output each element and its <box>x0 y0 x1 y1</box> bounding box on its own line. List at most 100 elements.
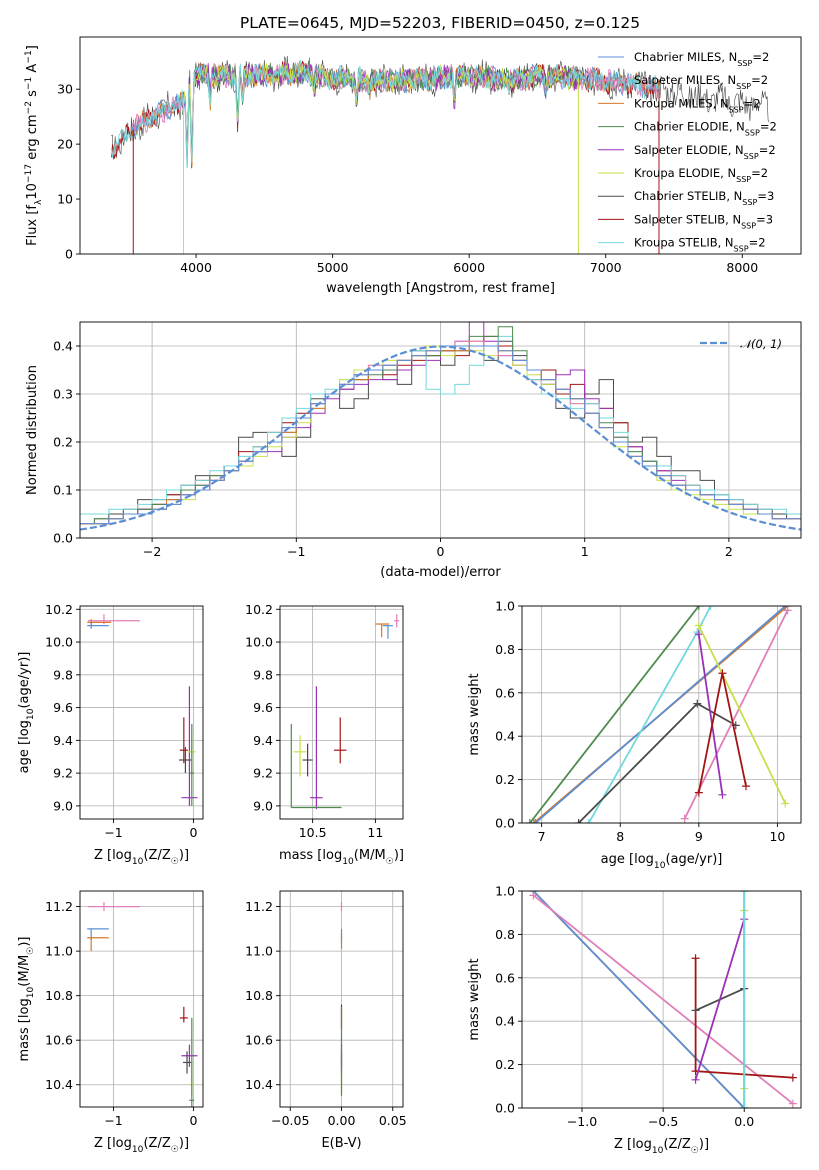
weight-vs-age-panel-frame <box>521 605 802 824</box>
x-tick-label: −0.5 <box>648 1114 678 1129</box>
y-tick-label: 9.8 <box>253 667 273 682</box>
y-tick-label: 11.2 <box>245 899 273 914</box>
legend-label: Chabrier ELODIE, NSSP=2 <box>634 120 777 138</box>
x-tick-label: −1.0 <box>567 1114 597 1129</box>
legend-label: Chabrier MILES, NSSP=2 <box>634 50 769 68</box>
weight-line <box>694 918 746 1081</box>
weight-marker <box>718 669 727 678</box>
weight-marker <box>693 699 702 708</box>
x-tick-label: 10 <box>769 829 785 844</box>
weight-marker <box>691 1006 700 1015</box>
mass-vs-z-panel-axes: −1 0 10.4 10.6 10.8 11.0 11.2 Z [log10(Z/Z☉)] ma… <box>17 899 197 1155</box>
y-tick-label: 0.6 <box>495 970 515 985</box>
x-tick-label: 0 <box>189 1113 197 1128</box>
weight-marker <box>574 819 583 823</box>
mass-vs-ebv-panel-plot-area <box>340 902 343 1096</box>
errorbar-point <box>189 723 195 806</box>
weight-vs-age-panel: 7 8 9 10 0.0 0.2 0.4 0.6 0.8 1.0 age [log10(age/yr… <box>467 599 802 871</box>
y-tick-label: 9.8 <box>53 667 73 682</box>
errorbar-point <box>183 1051 192 1074</box>
legend-label: Chabrier STELIB, NSSP=3 <box>634 189 774 207</box>
x-tick-label: −1 <box>287 544 305 559</box>
errorbar-point <box>181 686 198 806</box>
weight-vs-z-panel-plot-area <box>529 891 797 1108</box>
weight-series <box>584 606 715 823</box>
age-vs-z-panel-frame <box>79 605 204 820</box>
weight-marker <box>694 788 703 797</box>
y-tick-label: 0.4 <box>495 1014 515 1029</box>
y-tick-label: 9.6 <box>253 700 273 715</box>
errorbar-point <box>340 902 343 912</box>
errorbar-point <box>310 686 323 810</box>
errorbar-point <box>375 623 390 638</box>
x-tick-label: 7000 <box>590 260 622 275</box>
weight-marker <box>694 621 703 630</box>
figure-title: PLATE=0645, MJD=52203, FIBERID=0450, z=0… <box>240 14 640 32</box>
legend-label: Salpeter ELODIE, NSSP=2 <box>634 143 776 161</box>
weight-marker <box>718 790 727 799</box>
weight-vs-z-panel-axes: −1.0 −0.5 0.0 0.0 0.2 0.4 0.6 0.8 1.0 Z [log10(Z/… <box>467 884 754 1157</box>
spectrum-line <box>111 59 661 168</box>
weight-series <box>694 621 790 808</box>
mass-vs-z-panel-plot-area <box>87 902 198 1107</box>
normal-curve <box>80 345 801 531</box>
legend-label: Kroupa ELODIE, NSSP=2 <box>634 166 768 184</box>
y-tick-label: 0.8 <box>495 927 515 942</box>
x-tick-label: −1 <box>104 1113 122 1128</box>
age-vs-mass-panel-grid <box>280 606 403 819</box>
weight-marker <box>740 1104 749 1108</box>
x-tick-label: 5000 <box>317 260 349 275</box>
errorbar-point <box>179 717 188 764</box>
x-tick-label: 11 <box>367 825 383 840</box>
errorbar-point <box>382 625 393 639</box>
y-tick-label: 9.2 <box>253 766 273 781</box>
y-tick-label: 11.2 <box>45 899 73 914</box>
errorbar-point <box>87 902 140 912</box>
weight-line <box>532 891 745 1108</box>
y-tick-label: 0.4 <box>495 729 515 744</box>
y-tick-label: 10.0 <box>245 635 273 650</box>
x-tick-label: 4000 <box>180 260 212 275</box>
y-tick-label: 0.0 <box>53 531 73 546</box>
weight-marker <box>584 819 593 823</box>
weight-series <box>531 606 790 823</box>
histogram-step <box>80 345 801 525</box>
spectrum-panel-axes: 4000 5000 6000 7000 8000 0 10 20 30 wavelength [A… <box>24 45 758 296</box>
legend-label: Kroupa STELIB, NSSP=2 <box>634 236 766 254</box>
y-tick-label: 10.0 <box>45 635 73 650</box>
y-tick-label: 10.8 <box>45 988 73 1003</box>
x-tick-label: 8000 <box>726 260 758 275</box>
x-tick-label: 1 <box>581 544 589 559</box>
weight-line <box>532 894 794 1105</box>
weight-marker <box>781 606 790 610</box>
y-tick-label: 0.3 <box>53 387 73 402</box>
y-tick-label: 0.1 <box>53 483 73 498</box>
weight-series <box>740 891 749 1108</box>
errorbar-point <box>394 614 400 628</box>
weight-marker <box>788 1073 797 1082</box>
y-tick-label: 10.8 <box>245 988 273 1003</box>
weight-series <box>529 891 797 1108</box>
y-tick-label: 0.2 <box>495 772 515 787</box>
weight-line <box>683 609 789 820</box>
errorbar-point <box>302 743 313 777</box>
y-tick-label: 9.0 <box>253 798 273 813</box>
weight-line <box>534 606 786 823</box>
y-tick-label: 0.0 <box>495 1101 515 1116</box>
weight-series <box>694 669 750 797</box>
weight-series <box>691 915 749 1084</box>
spectrum-legend: Chabrier MILES, NSSP=2 Salpeter MILES, NS… <box>598 50 777 253</box>
weight-marker <box>694 630 703 639</box>
y-axis-label: age [log10(age/yr)] <box>17 652 36 774</box>
weight-marker <box>691 954 700 963</box>
y-tick-label: 11.0 <box>45 944 73 959</box>
mass-vs-z-panel: −1 0 10.4 10.6 10.8 11.0 11.2 Z [log10(Z/Z☉)] ma… <box>17 890 204 1155</box>
y-tick-label: 9.2 <box>53 766 73 781</box>
x-axis-label: (data-model)/error <box>380 565 501 580</box>
y-tick-label: 0.2 <box>53 435 73 450</box>
weight-marker <box>529 819 538 823</box>
y-tick-label: 10.2 <box>45 602 73 617</box>
age-vs-mass-panel-plot-area <box>290 614 400 810</box>
residual-panel-plot-area <box>80 322 801 531</box>
x-tick-label: 0.0 <box>734 1114 754 1129</box>
